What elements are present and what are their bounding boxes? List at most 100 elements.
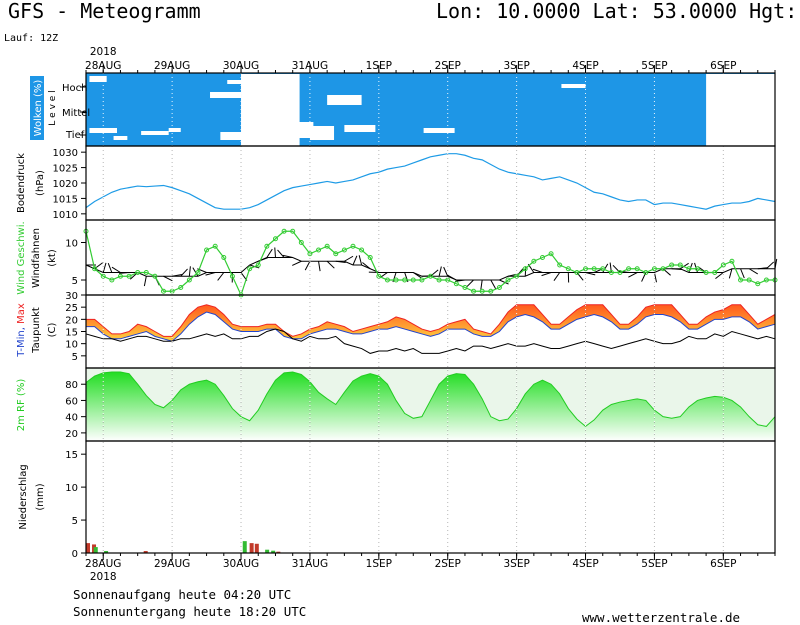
temperature-tick-label: 30 bbox=[65, 291, 78, 302]
precip-tick-label: 5 bbox=[72, 516, 78, 527]
cloud-label-box bbox=[30, 76, 44, 140]
precip-bar bbox=[104, 551, 109, 553]
wind-barb bbox=[541, 272, 552, 277]
wind-barb bbox=[205, 272, 216, 276]
wind-barb bbox=[628, 272, 638, 278]
cloud-free-region bbox=[251, 94, 290, 120]
pressure-unit-label: (hPa) bbox=[35, 170, 46, 196]
date-label-bottom: 6SEP bbox=[710, 558, 736, 570]
cloud-free-region bbox=[327, 95, 362, 105]
wind-barb bbox=[282, 254, 293, 258]
wind-barb bbox=[188, 266, 191, 277]
wind-speed-point bbox=[307, 251, 313, 257]
wind-barb bbox=[490, 279, 497, 289]
dewpoint-axis-label: Taupunkt bbox=[31, 307, 42, 354]
wind-barb bbox=[443, 266, 449, 277]
wind-speed-point bbox=[350, 243, 356, 249]
cloud-free-region bbox=[89, 76, 107, 82]
wind-speed-point bbox=[634, 266, 640, 272]
wind-speed-point bbox=[247, 266, 253, 272]
cloud-free-region bbox=[749, 110, 775, 140]
humidity-tick-label: 60 bbox=[65, 396, 78, 407]
wind-speed-point bbox=[161, 288, 167, 294]
cloud-level-axis-label: L e v e l bbox=[48, 90, 58, 125]
wind-panel-frame bbox=[85, 219, 776, 296]
cloud-free-region bbox=[220, 132, 245, 140]
cloud-free-region bbox=[309, 126, 335, 140]
wind-speed-point bbox=[600, 266, 606, 272]
wind-speed-point bbox=[264, 243, 270, 249]
wind-speed-axis-label: Wind Geschwi. bbox=[16, 221, 27, 294]
wind-speed-point bbox=[436, 277, 442, 283]
wind-barb bbox=[344, 255, 354, 262]
wind-speed-point bbox=[410, 277, 416, 283]
wind-barb bbox=[532, 268, 543, 273]
wind-speed-point bbox=[479, 288, 485, 294]
wind-barb bbox=[641, 272, 647, 282]
wind-speed-point bbox=[462, 285, 468, 290]
wind-speed-point bbox=[669, 262, 675, 268]
wind-speed-point bbox=[109, 277, 115, 283]
wind-barb bbox=[358, 255, 363, 266]
cloud-level-low: Tief bbox=[65, 130, 85, 141]
wind-speed-point bbox=[126, 273, 132, 279]
wind-speed-point bbox=[255, 262, 261, 268]
wind-speed-point bbox=[686, 266, 692, 272]
wind-speed-point bbox=[384, 277, 390, 283]
wind-barb bbox=[748, 268, 758, 275]
wind-barb bbox=[740, 268, 745, 279]
cloud-free-region bbox=[344, 125, 376, 132]
date-label-top: 29AUG bbox=[154, 60, 190, 72]
date-label-bottom: 30AUG bbox=[223, 558, 259, 570]
wind-speed-point bbox=[471, 288, 477, 294]
precip-bar bbox=[249, 543, 254, 553]
source-url: www.wetterzentrale.de bbox=[582, 610, 741, 625]
wind-speed-point bbox=[522, 266, 528, 272]
precip-unit-label: (mm) bbox=[35, 483, 46, 510]
wind-barb bbox=[454, 279, 466, 282]
temperature-tick-label: 25 bbox=[65, 303, 78, 314]
wind-speed-point bbox=[643, 270, 649, 275]
wind-speed-point bbox=[574, 270, 580, 275]
wind-barb bbox=[553, 272, 561, 281]
precip-bar bbox=[86, 543, 90, 553]
wind-barb bbox=[318, 261, 321, 272]
wind-speed-point bbox=[591, 266, 597, 272]
temperature-axis-label: T-Min, Max bbox=[16, 303, 27, 358]
wind-tick-label: 10 bbox=[65, 239, 78, 250]
tmax-line bbox=[86, 304, 776, 337]
wind-speed-point bbox=[229, 273, 235, 279]
wind-speed-point bbox=[341, 247, 347, 253]
tmin-line bbox=[86, 311, 776, 342]
page-title: GFS - Meteogramm bbox=[8, 0, 201, 23]
wind-speed-point bbox=[608, 270, 614, 275]
cloud-level-mid: Mittel bbox=[62, 108, 90, 119]
wind-barb bbox=[412, 272, 422, 279]
wind-speed-point bbox=[496, 285, 502, 290]
wind-speed-point bbox=[428, 273, 433, 279]
date-label-bottom: 29AUG bbox=[154, 558, 190, 570]
humidity-line bbox=[85, 371, 776, 428]
precip-bar bbox=[265, 549, 270, 553]
wind-barb bbox=[274, 247, 276, 258]
humidity-tick-label: 40 bbox=[65, 413, 78, 424]
wind-speed-point bbox=[531, 258, 537, 264]
date-label-bottom: 4SEP bbox=[572, 558, 598, 570]
wind-speed-point bbox=[453, 281, 459, 287]
date-label-top: 2SEP bbox=[435, 60, 461, 72]
wind-barb bbox=[326, 260, 335, 269]
wind-barb bbox=[304, 261, 311, 271]
wind-tick-label: 5 bbox=[72, 276, 78, 287]
wind-speed-point bbox=[117, 273, 123, 279]
humidity-tick-label: 80 bbox=[65, 380, 78, 391]
cloud-free-region bbox=[285, 122, 314, 138]
pressure-tick-label: 1020 bbox=[53, 179, 78, 190]
temperature-tick-label: 5 bbox=[72, 352, 78, 363]
wind-barb bbox=[576, 272, 584, 281]
pressure-tick-label: 1030 bbox=[53, 148, 78, 159]
cloud-free-region bbox=[141, 131, 169, 135]
wind-barb bbox=[94, 262, 103, 270]
wind-barb bbox=[180, 268, 188, 277]
precip-panel-frame bbox=[85, 440, 776, 554]
